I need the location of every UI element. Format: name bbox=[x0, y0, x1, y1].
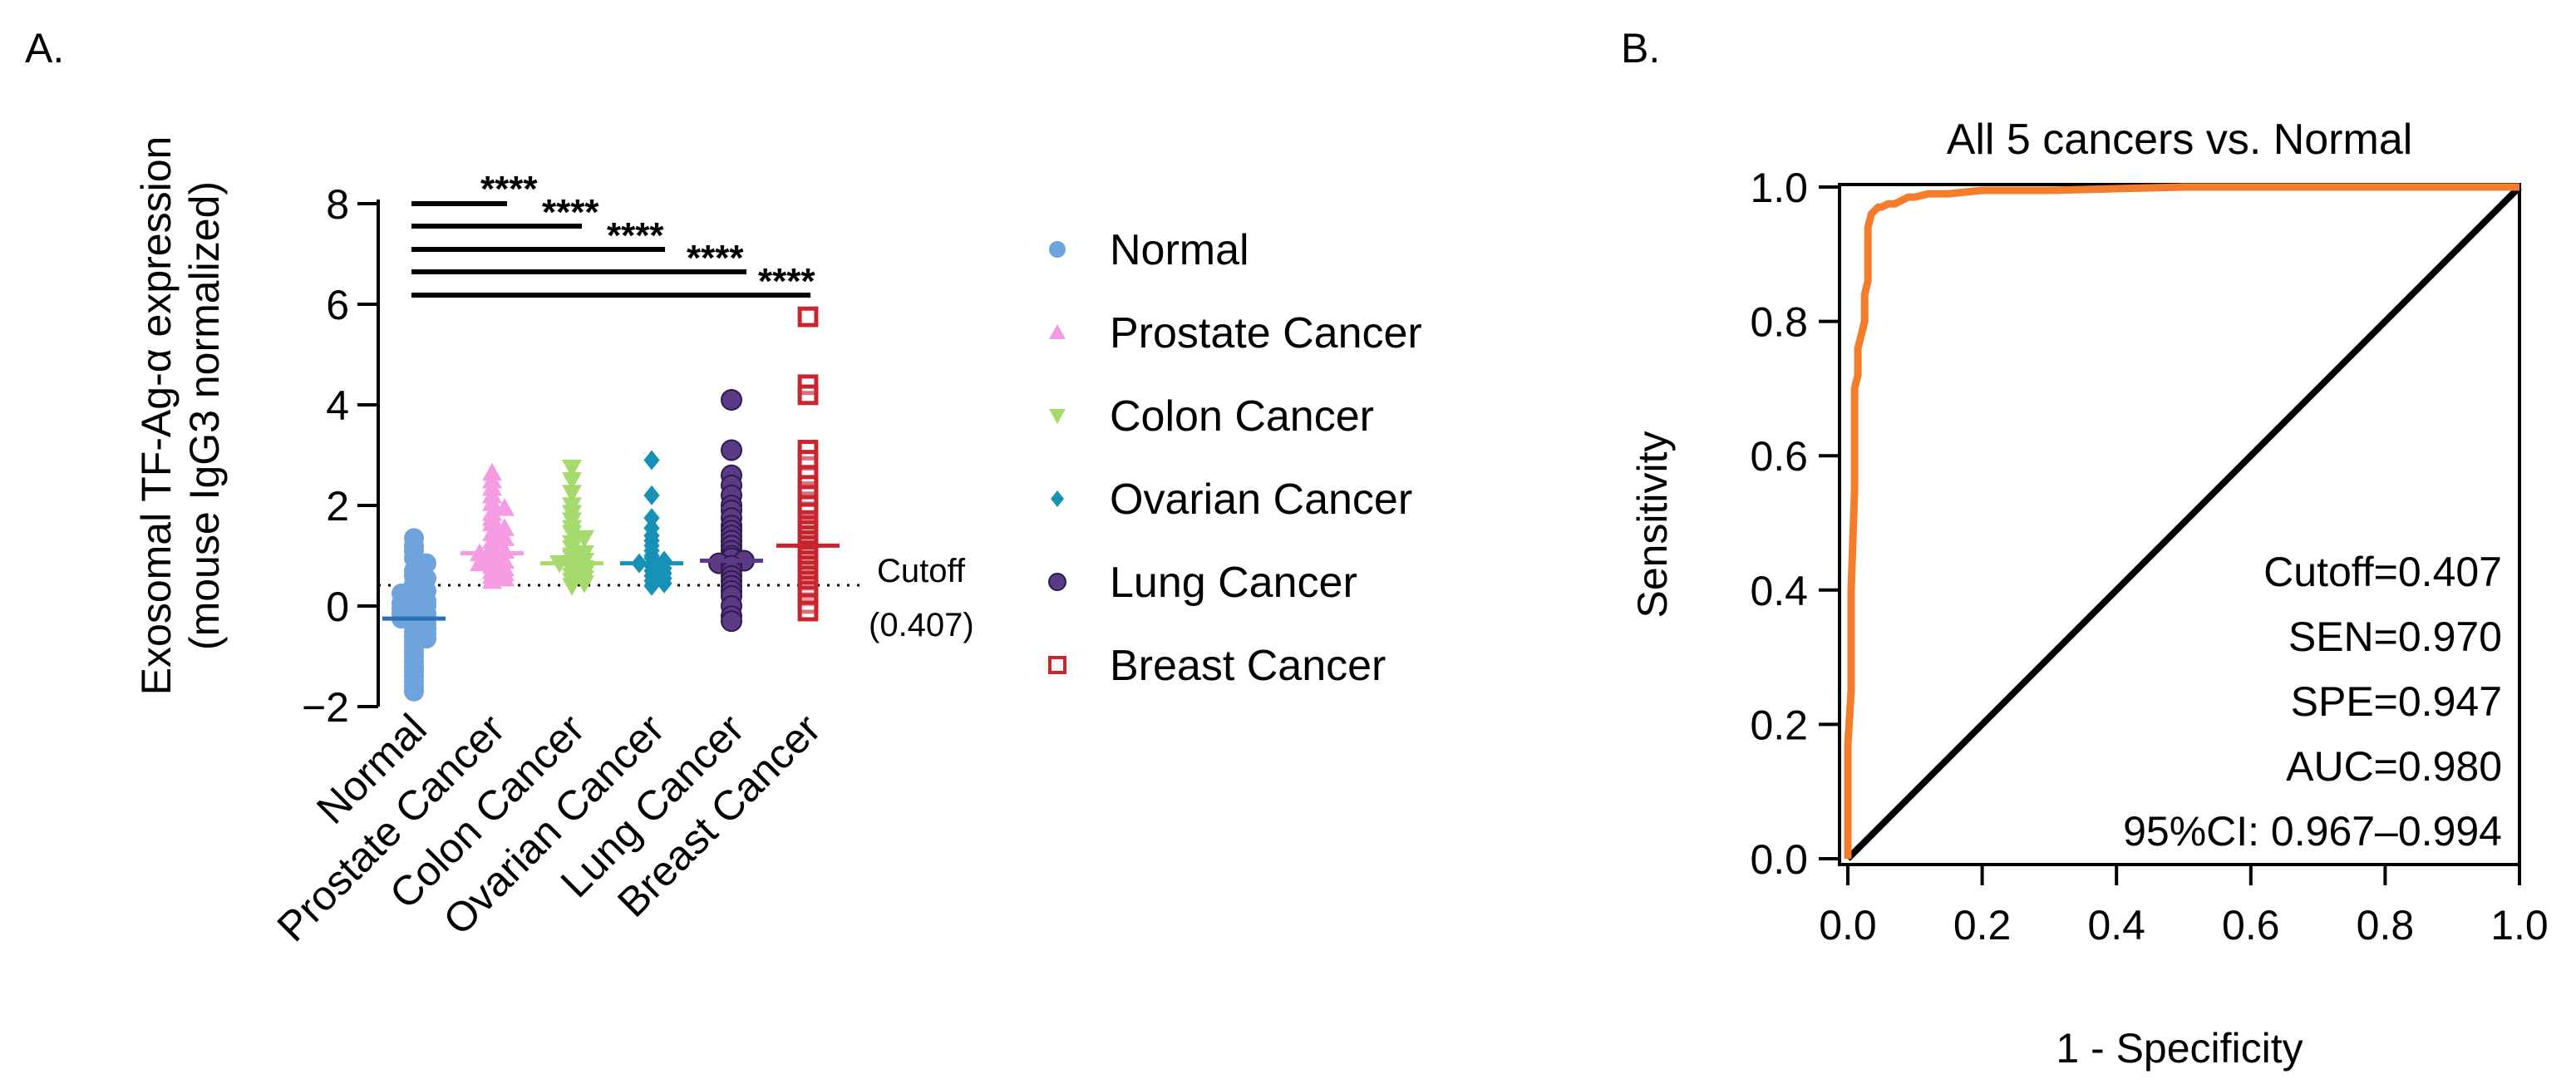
scatter-points bbox=[392, 306, 819, 702]
legend-label-breast-cancer: Breast Cancer bbox=[1110, 642, 1386, 690]
data-point bbox=[797, 600, 819, 622]
roc-stat-cutoff: Cutoff=0.407 bbox=[2263, 549, 2502, 595]
sig-stars: **** bbox=[607, 215, 664, 256]
roc-reference-line bbox=[1845, 185, 2522, 861]
roc-xtick-label: 0.6 bbox=[2222, 902, 2280, 949]
roc-ytick-label: 1.0 bbox=[1750, 165, 1808, 211]
data-point bbox=[721, 388, 742, 411]
roc-stat-auc: AUC=0.980 bbox=[2286, 743, 2502, 790]
legend-label-lung-cancer: Lung Cancer bbox=[1110, 559, 1357, 607]
roc-stats: Cutoff=0.407 SEN=0.970 SPE=0.947 AUC=0.9… bbox=[2123, 549, 2502, 855]
roc-stat-spe: SPE=0.947 bbox=[2291, 678, 2502, 725]
panel-a-ytick: 8 bbox=[326, 181, 349, 228]
data-point bbox=[562, 460, 582, 478]
cutoff-value: (0.407) bbox=[869, 607, 974, 643]
data-point bbox=[643, 508, 660, 529]
panel-a-ytick: −2 bbox=[302, 684, 349, 731]
data-point bbox=[482, 513, 502, 531]
panel-b-letter: B. bbox=[1621, 25, 1660, 71]
legend-marker bbox=[1048, 573, 1066, 591]
roc-ytick-label: 0.4 bbox=[1750, 568, 1808, 614]
data-point bbox=[574, 530, 594, 549]
sig-stars: **** bbox=[542, 192, 599, 233]
panel-a-ytick: 0 bbox=[326, 584, 349, 630]
sig-stars: **** bbox=[480, 169, 538, 209]
panel-a-ytick: 4 bbox=[326, 382, 349, 429]
roc-ytick-label: 0.0 bbox=[1750, 836, 1808, 883]
data-point bbox=[643, 485, 660, 505]
data-point bbox=[562, 485, 582, 503]
data-point bbox=[495, 568, 515, 587]
data-point bbox=[797, 384, 819, 406]
roc-title: All 5 cancers vs. Normal bbox=[1947, 116, 2413, 164]
legend-label-colon-cancer: Colon Cancer bbox=[1110, 392, 1374, 441]
panel-a-ytick: 2 bbox=[326, 483, 349, 530]
data-point bbox=[643, 450, 660, 471]
significance-comparisons: **** **** **** **** **** bbox=[411, 169, 815, 302]
roc-curve bbox=[1844, 183, 2519, 859]
data-point bbox=[721, 439, 742, 461]
data-point bbox=[562, 472, 582, 490]
data-point bbox=[721, 610, 742, 633]
roc-xtick-label: 0.2 bbox=[1953, 902, 2012, 949]
roc-ytick-label: 0.2 bbox=[1750, 702, 1808, 748]
data-point bbox=[482, 492, 502, 511]
roc-xlabel: 1 - Specificity bbox=[2056, 1025, 2303, 1072]
data-point bbox=[562, 525, 582, 544]
roc-ylabel: Sensitivity bbox=[1629, 431, 1676, 618]
data-point bbox=[482, 570, 502, 589]
data-point bbox=[495, 528, 515, 546]
sig-stars: **** bbox=[758, 261, 815, 302]
data-point bbox=[404, 681, 424, 702]
roc-ytick-label: 0.6 bbox=[1750, 433, 1808, 480]
legend-marker bbox=[1049, 241, 1066, 258]
data-point bbox=[495, 518, 515, 536]
legend-marker bbox=[1049, 324, 1066, 339]
legend-label-ovarian-cancer: Ovarian Cancer bbox=[1110, 476, 1412, 524]
legend: Normal Prostate Cancer Colon Cancer Ovarian… bbox=[1048, 226, 1422, 690]
legend-marker bbox=[1051, 490, 1064, 507]
panel-a-ytick: 6 bbox=[326, 282, 349, 328]
data-point bbox=[797, 306, 819, 328]
cutoff-label: Cutoff bbox=[877, 553, 966, 589]
legend-marker bbox=[1048, 656, 1066, 674]
roc-ytick-label: 0.8 bbox=[1750, 299, 1808, 346]
roc-axes: 0.0 0.2 0.4 0.6 0.8 1.0 1.0 0.8 0.6 0.4 0.2 0.0 bbox=[1750, 165, 2548, 949]
panel-a-ylabel-line2: (mouse IgG3 normalized) bbox=[181, 181, 228, 650]
panel-a-ylabel-line1: Exosomal TF-Ag-α expression bbox=[133, 136, 180, 696]
roc-stat-sen: SEN=0.970 bbox=[2288, 613, 2502, 660]
legend-label-normal: Normal bbox=[1110, 226, 1249, 274]
roc-xtick-label: 1.0 bbox=[2490, 902, 2549, 949]
data-point bbox=[495, 498, 515, 516]
panel-a-y-axis: 8 6 4 2 0 −2 bbox=[302, 181, 380, 731]
legend-marker bbox=[1049, 409, 1066, 424]
roc-xtick-label: 0.4 bbox=[2087, 902, 2145, 949]
data-point bbox=[643, 575, 660, 596]
legend-label-prostate-cancer: Prostate Cancer bbox=[1110, 309, 1422, 357]
median-lines bbox=[382, 543, 840, 621]
sig-stars: **** bbox=[687, 238, 744, 278]
roc-xtick-label: 0.0 bbox=[1819, 902, 1877, 949]
roc-stat-ci: 95%CI: 0.967–0.994 bbox=[2123, 808, 2502, 855]
panel-a-letter: A. bbox=[25, 25, 64, 71]
data-point bbox=[656, 573, 672, 594]
roc-xtick-label: 0.8 bbox=[2357, 902, 2415, 949]
data-point bbox=[562, 578, 582, 596]
data-point bbox=[470, 553, 490, 572]
